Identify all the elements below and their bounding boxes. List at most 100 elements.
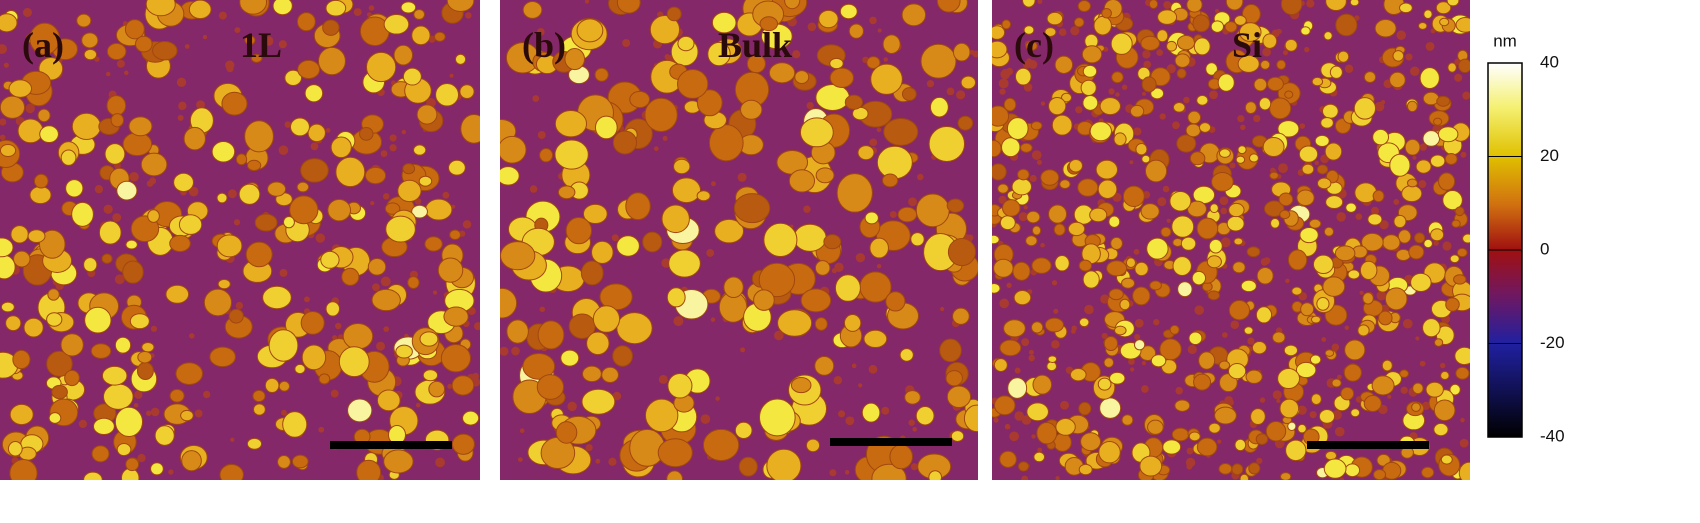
small-grain <box>134 390 143 399</box>
particle <box>1047 355 1058 363</box>
particle <box>327 198 352 222</box>
particle <box>1186 0 1203 13</box>
particle <box>1082 270 1100 289</box>
particle <box>1228 300 1251 321</box>
particle <box>1176 68 1187 79</box>
particle <box>116 443 132 457</box>
particle <box>1196 94 1209 106</box>
particle <box>799 117 834 148</box>
particle <box>393 44 414 66</box>
particle <box>565 216 593 245</box>
particle <box>446 0 475 12</box>
small-grain <box>0 118 7 126</box>
particle <box>211 140 236 163</box>
particle <box>586 331 610 356</box>
particle <box>1017 168 1030 181</box>
particle <box>1323 31 1333 41</box>
particle <box>460 114 480 144</box>
particle <box>1425 381 1444 398</box>
particle <box>576 18 604 43</box>
particle <box>235 153 248 166</box>
particle <box>440 343 472 373</box>
particle <box>1098 441 1121 464</box>
particle <box>522 1 543 19</box>
small-grain <box>1166 218 1171 223</box>
particle <box>1344 463 1361 478</box>
particle <box>60 333 84 357</box>
particle <box>564 48 586 71</box>
small-grain <box>1405 53 1413 61</box>
small-grain <box>1163 1 1172 9</box>
small-grain <box>145 410 152 416</box>
particle <box>1371 375 1395 396</box>
particle <box>1051 114 1073 136</box>
particle <box>1349 0 1360 7</box>
particle <box>1032 374 1053 395</box>
small-grain <box>1306 0 1315 8</box>
particle <box>642 231 663 253</box>
particle <box>1423 9 1433 19</box>
particle <box>581 388 616 415</box>
particle <box>422 369 439 382</box>
particle <box>1113 132 1127 147</box>
particle <box>1176 134 1197 153</box>
particle <box>1309 354 1322 365</box>
particle <box>1231 463 1244 476</box>
particle <box>114 336 132 354</box>
small-grain <box>1400 386 1408 395</box>
small-grain <box>368 5 375 11</box>
colorbar-tick-label: -40 <box>1540 426 1565 445</box>
particle <box>1359 260 1378 280</box>
particle <box>244 120 274 153</box>
small-grain <box>1183 96 1190 104</box>
particle <box>1434 338 1444 347</box>
particle <box>1166 40 1178 52</box>
particle <box>1408 244 1425 260</box>
particle <box>1353 97 1377 120</box>
particle <box>335 156 366 188</box>
particle <box>1277 120 1300 138</box>
particle <box>1310 315 1321 324</box>
particle <box>740 99 763 120</box>
particle <box>128 116 153 137</box>
particle <box>668 249 701 278</box>
particle <box>1322 276 1346 297</box>
particle <box>882 34 901 54</box>
particle <box>1276 59 1287 70</box>
particle <box>1323 458 1347 479</box>
particle <box>666 470 684 480</box>
small-grain <box>1031 150 1042 160</box>
small-grain <box>908 197 917 207</box>
particle <box>1454 346 1470 366</box>
small-grain <box>284 121 292 128</box>
small-grain <box>1220 207 1228 215</box>
particle <box>110 113 125 128</box>
small-grain <box>1344 325 1350 331</box>
particle <box>1248 153 1259 163</box>
small-grain <box>1370 206 1380 215</box>
particle <box>1316 297 1330 311</box>
particle <box>1139 455 1163 477</box>
particle <box>1089 121 1112 142</box>
small-grain <box>189 333 195 339</box>
particle <box>12 349 31 370</box>
small-grain <box>1128 358 1135 365</box>
particle <box>999 450 1017 468</box>
particle <box>27 229 46 244</box>
small-grain <box>1253 114 1261 123</box>
scale-bar <box>830 438 952 446</box>
small-grain <box>1021 475 1029 480</box>
small-grain <box>105 71 111 77</box>
particle <box>245 241 273 268</box>
small-grain <box>383 326 390 332</box>
small-grain <box>537 130 546 139</box>
particle <box>1237 54 1260 73</box>
small-grain <box>1314 160 1319 166</box>
particle <box>1001 19 1012 30</box>
small-grain <box>869 138 878 147</box>
particle <box>183 126 206 151</box>
small-grain <box>176 77 187 88</box>
particle <box>325 0 347 17</box>
particle <box>203 288 232 317</box>
particle <box>696 190 711 202</box>
